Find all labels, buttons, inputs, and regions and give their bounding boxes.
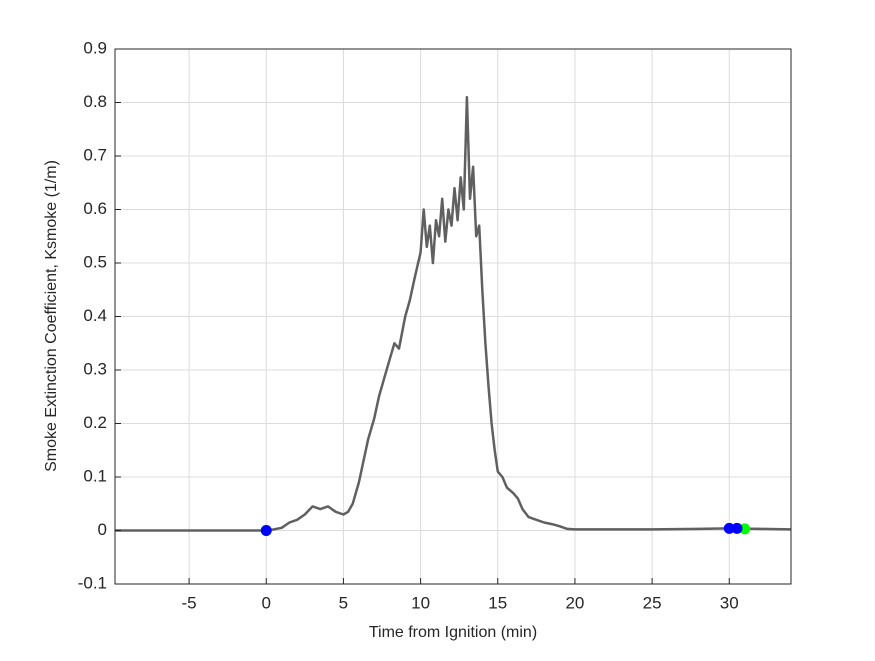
x-tick-label: 0	[262, 593, 271, 612]
x-tick-label: 5	[339, 593, 348, 612]
y-tick-label: 0.4	[83, 306, 107, 325]
data-line	[115, 95, 792, 532]
x-axis-label: Time from Ignition (min)	[369, 624, 537, 641]
y-tick-label: 0.7	[83, 145, 107, 164]
marker-point	[260, 525, 272, 536]
y-tick-label: 0.9	[83, 38, 107, 57]
marker-point	[731, 522, 743, 534]
y-tick-label: 0.6	[83, 199, 107, 218]
y-tick-label: 0.1	[83, 466, 107, 485]
x-tick-label: 20	[565, 593, 584, 612]
x-tick-label: 15	[488, 593, 507, 612]
y-tick-label: 0.8	[83, 92, 107, 111]
y-tick-label: 0	[98, 520, 107, 539]
marker-point	[723, 522, 735, 534]
x-tick-label: 10	[411, 593, 430, 612]
y-tick-label: -0.1	[78, 573, 107, 592]
y-axis-label: Smoke Extinction Coefficient, Ksmoke (1/…	[43, 160, 60, 472]
y-tick-label: 0.3	[83, 359, 107, 378]
x-tick-label: 30	[720, 593, 739, 612]
data-layer	[115, 95, 792, 536]
y-tick-label: 0.5	[83, 252, 107, 271]
x-tick-label: -5	[182, 593, 197, 612]
x-tick-label: 25	[643, 593, 662, 612]
y-tick-label: 0.2	[83, 413, 107, 432]
